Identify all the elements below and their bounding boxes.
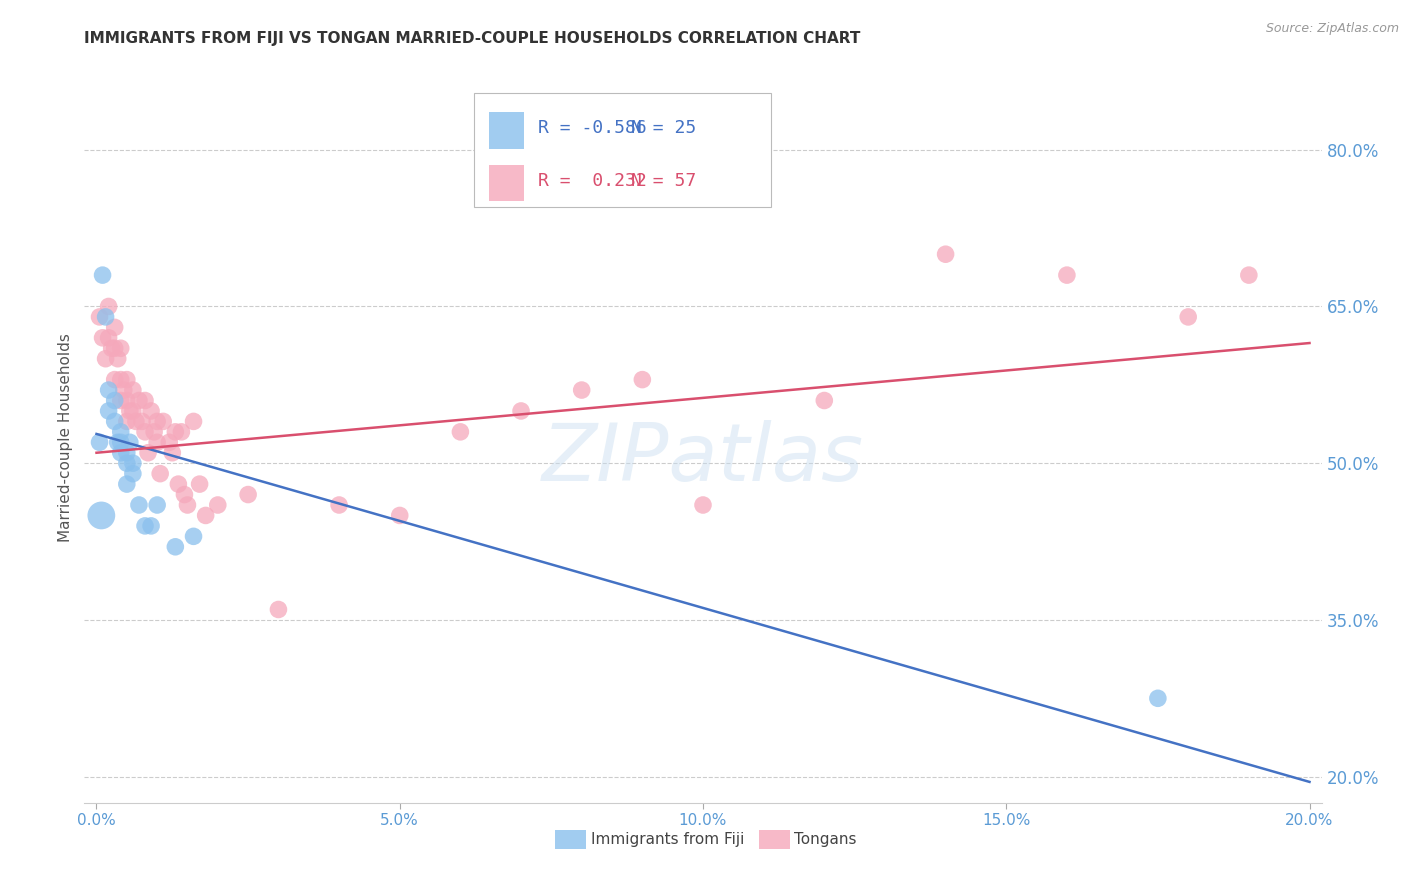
Point (170, 425, 193, 439)
Point (143, 425, 166, 439)
Point (136, 446, 159, 460)
Point (188, 477, 211, 491)
Point (94, 310, 117, 324)
Text: IMMIGRANTS FROM FIJI VS TONGAN MARRIED-COUPLE HOUSEHOLDS CORRELATION CHART: IMMIGRANTS FROM FIJI VS TONGAN MARRIED-C… (84, 31, 860, 46)
Point (183, 414, 205, 428)
Point (122, 404, 145, 418)
Point (115, 477, 138, 491)
Text: ZIPatlas: ZIPatlas (541, 420, 865, 498)
Point (194, 508, 217, 523)
Point (128, 498, 150, 512)
Point (167, 477, 190, 491)
Point (90, 508, 112, 523)
Text: Source: ZipAtlas.com: Source: ZipAtlas.com (1265, 22, 1399, 36)
Point (104, 320, 127, 334)
Point (134, 519, 156, 533)
Point (152, 414, 174, 428)
Point (91, 331, 114, 345)
Point (110, 425, 132, 439)
Point (571, 383, 593, 397)
Point (1147, 691, 1170, 706)
Point (97, 300, 120, 314)
Point (122, 383, 145, 397)
Point (146, 435, 169, 450)
Point (118, 435, 141, 450)
Point (1177, 310, 1199, 324)
Point (267, 602, 290, 616)
Point (89, 310, 111, 324)
Text: N = 57: N = 57 (631, 172, 696, 190)
Point (131, 414, 153, 428)
Bar (474, 94, 770, 207)
Point (176, 498, 198, 512)
Point (183, 529, 205, 543)
Point (139, 519, 162, 533)
Point (115, 446, 138, 460)
Bar (489, 112, 523, 149)
Point (236, 487, 259, 501)
Point (207, 498, 229, 512)
Point (1056, 268, 1078, 282)
Text: Tongans: Tongans (794, 832, 856, 847)
Point (146, 414, 169, 428)
Text: Immigrants from Fiji: Immigrants from Fiji (591, 832, 744, 847)
Point (134, 425, 156, 439)
Point (91, 268, 114, 282)
Point (128, 393, 150, 408)
Point (112, 383, 135, 397)
Point (631, 373, 654, 387)
Point (449, 425, 471, 439)
Point (110, 373, 132, 387)
Point (134, 393, 156, 408)
Point (115, 393, 138, 408)
Point (104, 373, 127, 387)
Point (813, 393, 835, 408)
Text: N = 25: N = 25 (631, 120, 696, 137)
Point (118, 404, 141, 418)
Point (149, 467, 172, 481)
Point (146, 498, 169, 512)
Text: R = -0.586: R = -0.586 (538, 120, 647, 137)
Point (97, 383, 120, 397)
Point (110, 435, 132, 450)
Point (89, 435, 111, 450)
Point (935, 247, 957, 261)
Point (173, 487, 195, 501)
Point (510, 404, 533, 418)
Point (110, 393, 132, 408)
Point (125, 414, 148, 428)
Point (115, 456, 138, 470)
Point (110, 341, 132, 355)
Point (104, 341, 127, 355)
Point (107, 435, 129, 450)
Point (97, 404, 120, 418)
Point (1237, 268, 1260, 282)
Y-axis label: Married-couple Households: Married-couple Households (58, 333, 73, 541)
Point (162, 446, 184, 460)
Point (692, 498, 714, 512)
Point (107, 351, 129, 366)
Point (165, 540, 187, 554)
Point (122, 456, 145, 470)
Point (100, 341, 122, 355)
Point (122, 467, 145, 481)
Text: R =  0.232: R = 0.232 (538, 172, 647, 190)
Bar (489, 165, 523, 202)
Point (157, 435, 180, 450)
Point (97, 331, 120, 345)
Point (104, 414, 127, 428)
Point (115, 414, 138, 428)
Point (165, 425, 187, 439)
Point (328, 498, 350, 512)
Point (139, 404, 162, 418)
Point (104, 393, 127, 408)
Point (110, 446, 132, 460)
Point (115, 373, 138, 387)
Point (388, 508, 411, 523)
Point (94, 351, 117, 366)
